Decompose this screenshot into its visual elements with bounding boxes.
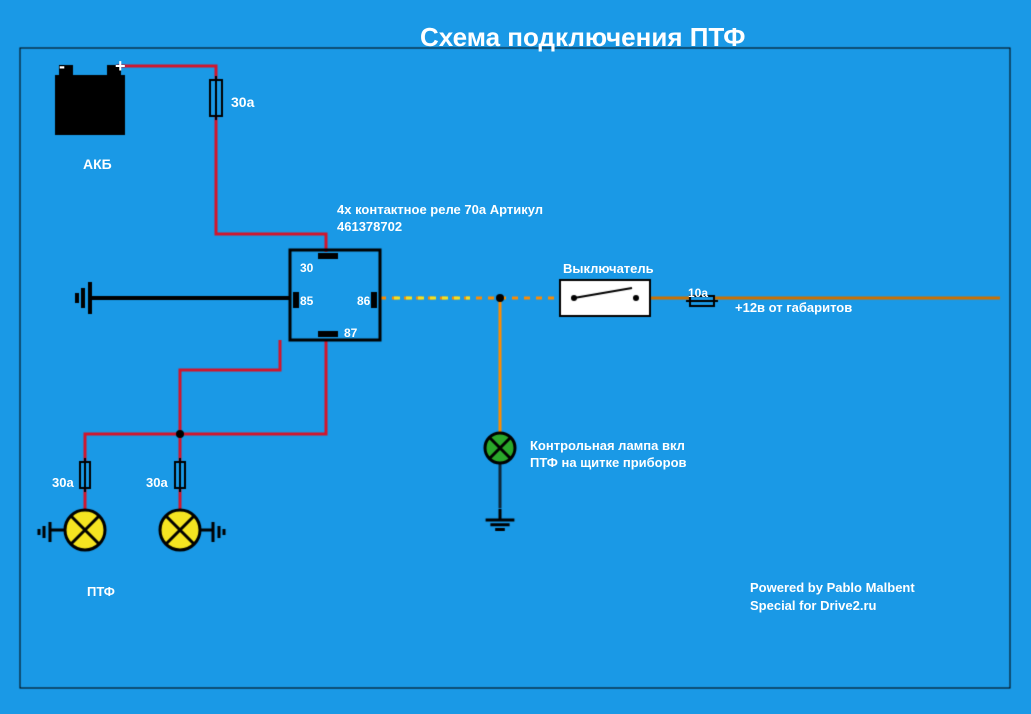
- label-relay_85: 85: [300, 294, 313, 308]
- label-battery_minus: -: [59, 56, 65, 77]
- label-battery: АКБ: [83, 156, 112, 172]
- label-credit2: Special for Drive2.ru: [750, 598, 876, 613]
- label-fuse_ptf1: 30a: [52, 475, 74, 490]
- label-lamp1: Контрольная лампа вкл: [530, 438, 685, 453]
- label-switch: Выключатель: [563, 261, 654, 276]
- label-lamp2: ПТФ на щитке приборов: [530, 455, 687, 470]
- label-relay_desc1: 4х контактное реле 70а Артикул: [337, 202, 543, 217]
- label-relay_87: 87: [344, 326, 357, 340]
- label-relay_30: 30: [300, 261, 313, 275]
- label-battery_plus: +: [115, 56, 126, 77]
- label-fuse_ptf2: 30a: [146, 475, 168, 490]
- label-ptf: ПТФ: [87, 584, 115, 599]
- label-relay_86: 86: [357, 294, 370, 308]
- label-relay_desc2: 461378702: [337, 219, 402, 234]
- label-gabarit: +12в от габаритов: [735, 300, 852, 315]
- label-fuse_10a: 10a: [688, 286, 708, 300]
- label-fuse_main: 30a: [231, 94, 254, 110]
- label-credit1: Powered by Pablo Malbent: [750, 580, 915, 595]
- diagram-title: Схема подключения ПТФ: [420, 22, 746, 53]
